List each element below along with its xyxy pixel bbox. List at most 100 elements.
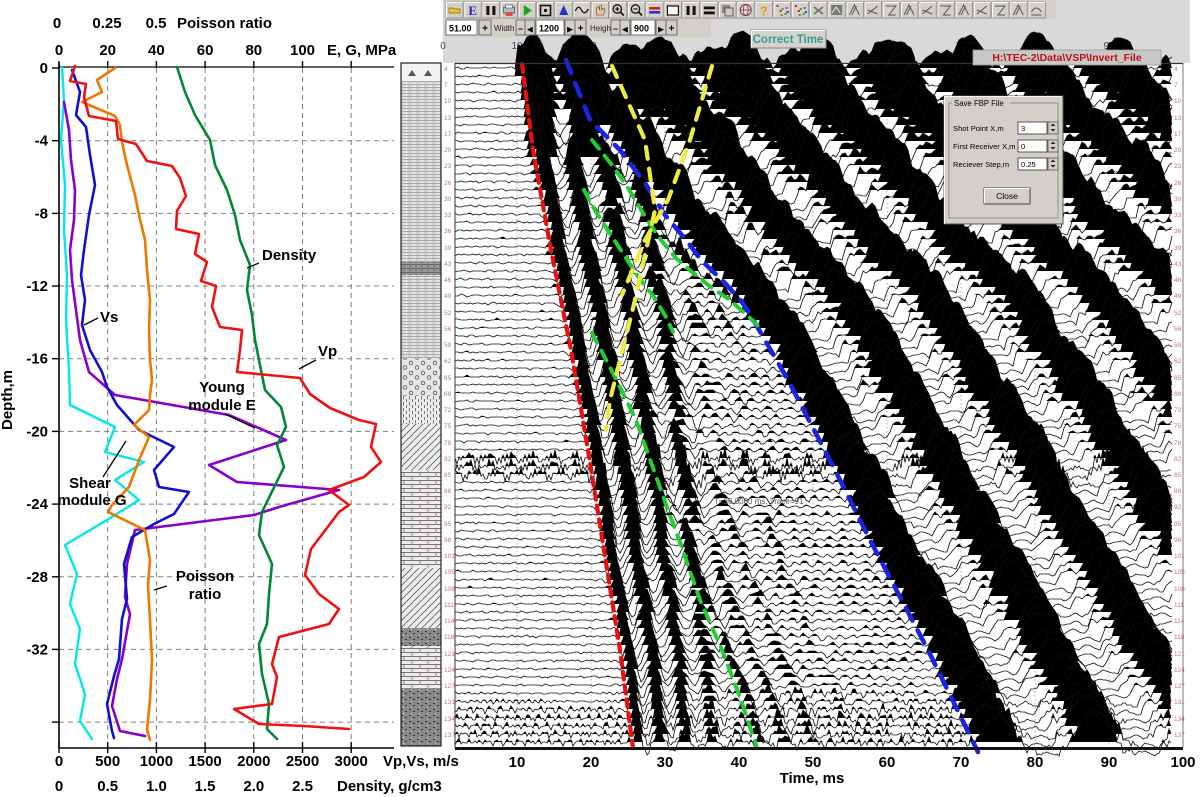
svg-text:137: 137	[1174, 732, 1185, 739]
svg-text:Shot Point X,m: Shot Point X,m	[953, 124, 1004, 133]
svg-text:▶: ▶	[657, 27, 664, 34]
svg-text:114: 114	[444, 618, 455, 625]
svg-text:72: 72	[444, 407, 452, 414]
svg-text:10: 10	[1174, 98, 1182, 105]
svg-text:module G: module G	[57, 492, 126, 509]
svg-text:Shear: Shear	[69, 475, 111, 492]
svg-text:13: 13	[1174, 115, 1182, 122]
svg-text:10: 10	[509, 754, 526, 771]
svg-text:Close: Close	[996, 191, 1018, 201]
svg-text:-24: -24	[26, 496, 48, 513]
svg-text:46: 46	[1174, 277, 1182, 284]
svg-text:118: 118	[444, 634, 455, 641]
svg-text:500: 500	[95, 753, 120, 770]
svg-text:2.5: 2.5	[292, 778, 313, 795]
svg-text:46: 46	[444, 277, 452, 284]
svg-text:H:\TEC-2\Data\VSP\Invert_File: H:\TEC-2\Data\VSP\Invert_File	[992, 52, 1142, 64]
svg-text:78: 78	[1174, 440, 1182, 447]
svg-text:124: 124	[444, 667, 455, 674]
svg-text:134: 134	[1174, 716, 1185, 723]
svg-text:101: 101	[1174, 553, 1185, 560]
svg-text:43: 43	[444, 261, 452, 268]
svg-text:85: 85	[1174, 472, 1182, 479]
svg-text:20: 20	[99, 42, 116, 59]
svg-text:80: 80	[245, 42, 262, 59]
svg-text:52: 52	[1174, 310, 1182, 317]
svg-text:900: 900	[634, 24, 649, 34]
svg-text:2000: 2000	[237, 753, 270, 770]
svg-text:95: 95	[1174, 521, 1182, 528]
svg-text:17: 17	[444, 131, 452, 138]
svg-text:127: 127	[1174, 683, 1185, 690]
svg-text:56: 56	[444, 326, 452, 333]
svg-text:40: 40	[731, 754, 748, 771]
svg-text:First Receiver X,m: First Receiver X,m	[953, 142, 1015, 151]
svg-text:Vp: Vp	[318, 343, 337, 360]
svg-text:90: 90	[1101, 754, 1118, 771]
svg-text:98: 98	[444, 537, 452, 544]
svg-text:2.0: 2.0	[243, 778, 264, 795]
svg-text:60: 60	[197, 42, 214, 59]
svg-text:65: 65	[444, 375, 452, 382]
svg-text:+: +	[578, 24, 584, 35]
svg-text:-16: -16	[26, 351, 48, 368]
svg-text:59: 59	[1174, 342, 1182, 349]
svg-text:Save FBP File: Save FBP File	[954, 99, 1004, 108]
svg-text:20: 20	[1174, 147, 1182, 154]
svg-text:Poisson ratio: Poisson ratio	[177, 15, 272, 32]
svg-text:0: 0	[55, 778, 63, 795]
svg-text:60: 60	[879, 754, 896, 771]
svg-text:92: 92	[1174, 504, 1182, 511]
svg-text:-32: -32	[26, 641, 48, 658]
svg-text:4: 4	[1174, 66, 1178, 73]
svg-text:T=36.0000 ms, Trace=91: T=36.0000 ms, Trace=91	[714, 497, 804, 506]
svg-text:82: 82	[444, 456, 452, 463]
svg-text:0.5: 0.5	[146, 15, 167, 32]
svg-text:module E: module E	[188, 397, 256, 414]
svg-text:137: 137	[444, 732, 455, 739]
svg-text:108: 108	[1174, 586, 1185, 593]
svg-text:62: 62	[444, 358, 452, 365]
svg-text:33: 33	[1174, 212, 1182, 219]
svg-text:92: 92	[444, 504, 452, 511]
svg-text:111: 111	[444, 602, 454, 609]
svg-text:78: 78	[444, 440, 452, 447]
svg-text:56: 56	[1174, 326, 1182, 333]
svg-text:75: 75	[444, 423, 452, 430]
svg-text:95: 95	[444, 521, 452, 528]
svg-text:10: 10	[444, 98, 452, 105]
svg-text:105: 105	[1174, 569, 1185, 576]
svg-text:10: 10	[511, 41, 523, 52]
svg-text:1.5: 1.5	[195, 778, 216, 795]
svg-text:E, G, MPa: E, G, MPa	[327, 42, 397, 59]
svg-text:-28: -28	[26, 569, 48, 586]
svg-text:72: 72	[1174, 407, 1182, 414]
svg-text:Vp,Vs, m/s: Vp,Vs, m/s	[383, 753, 459, 770]
svg-text:52: 52	[444, 310, 452, 317]
svg-text:121: 121	[444, 651, 455, 658]
svg-text:0: 0	[55, 42, 63, 59]
svg-text:100: 100	[1170, 754, 1195, 771]
svg-text:43: 43	[1174, 261, 1182, 268]
svg-text:50: 50	[805, 754, 822, 771]
svg-text:3: 3	[1021, 124, 1025, 133]
svg-text:0: 0	[440, 41, 446, 52]
svg-text:0.25: 0.25	[92, 15, 121, 32]
svg-text:118: 118	[1174, 634, 1185, 641]
svg-text:7: 7	[444, 82, 448, 89]
svg-text:127: 127	[444, 683, 455, 690]
svg-text:88: 88	[1174, 488, 1182, 495]
svg-text:0: 0	[55, 753, 63, 770]
svg-text:1200: 1200	[539, 24, 559, 34]
svg-text:–: –	[518, 24, 523, 34]
svg-text:Density: Density	[262, 247, 317, 264]
svg-text:30: 30	[1174, 196, 1182, 203]
svg-text:-8: -8	[35, 205, 48, 222]
svg-text:Width: Width	[494, 24, 514, 33]
svg-text:82: 82	[1174, 456, 1182, 463]
svg-text:36: 36	[1174, 228, 1182, 235]
svg-text:Vs: Vs	[100, 309, 118, 326]
svg-text:114: 114	[1174, 618, 1185, 625]
svg-text:-12: -12	[26, 278, 48, 295]
svg-text:Young: Young	[199, 379, 245, 396]
